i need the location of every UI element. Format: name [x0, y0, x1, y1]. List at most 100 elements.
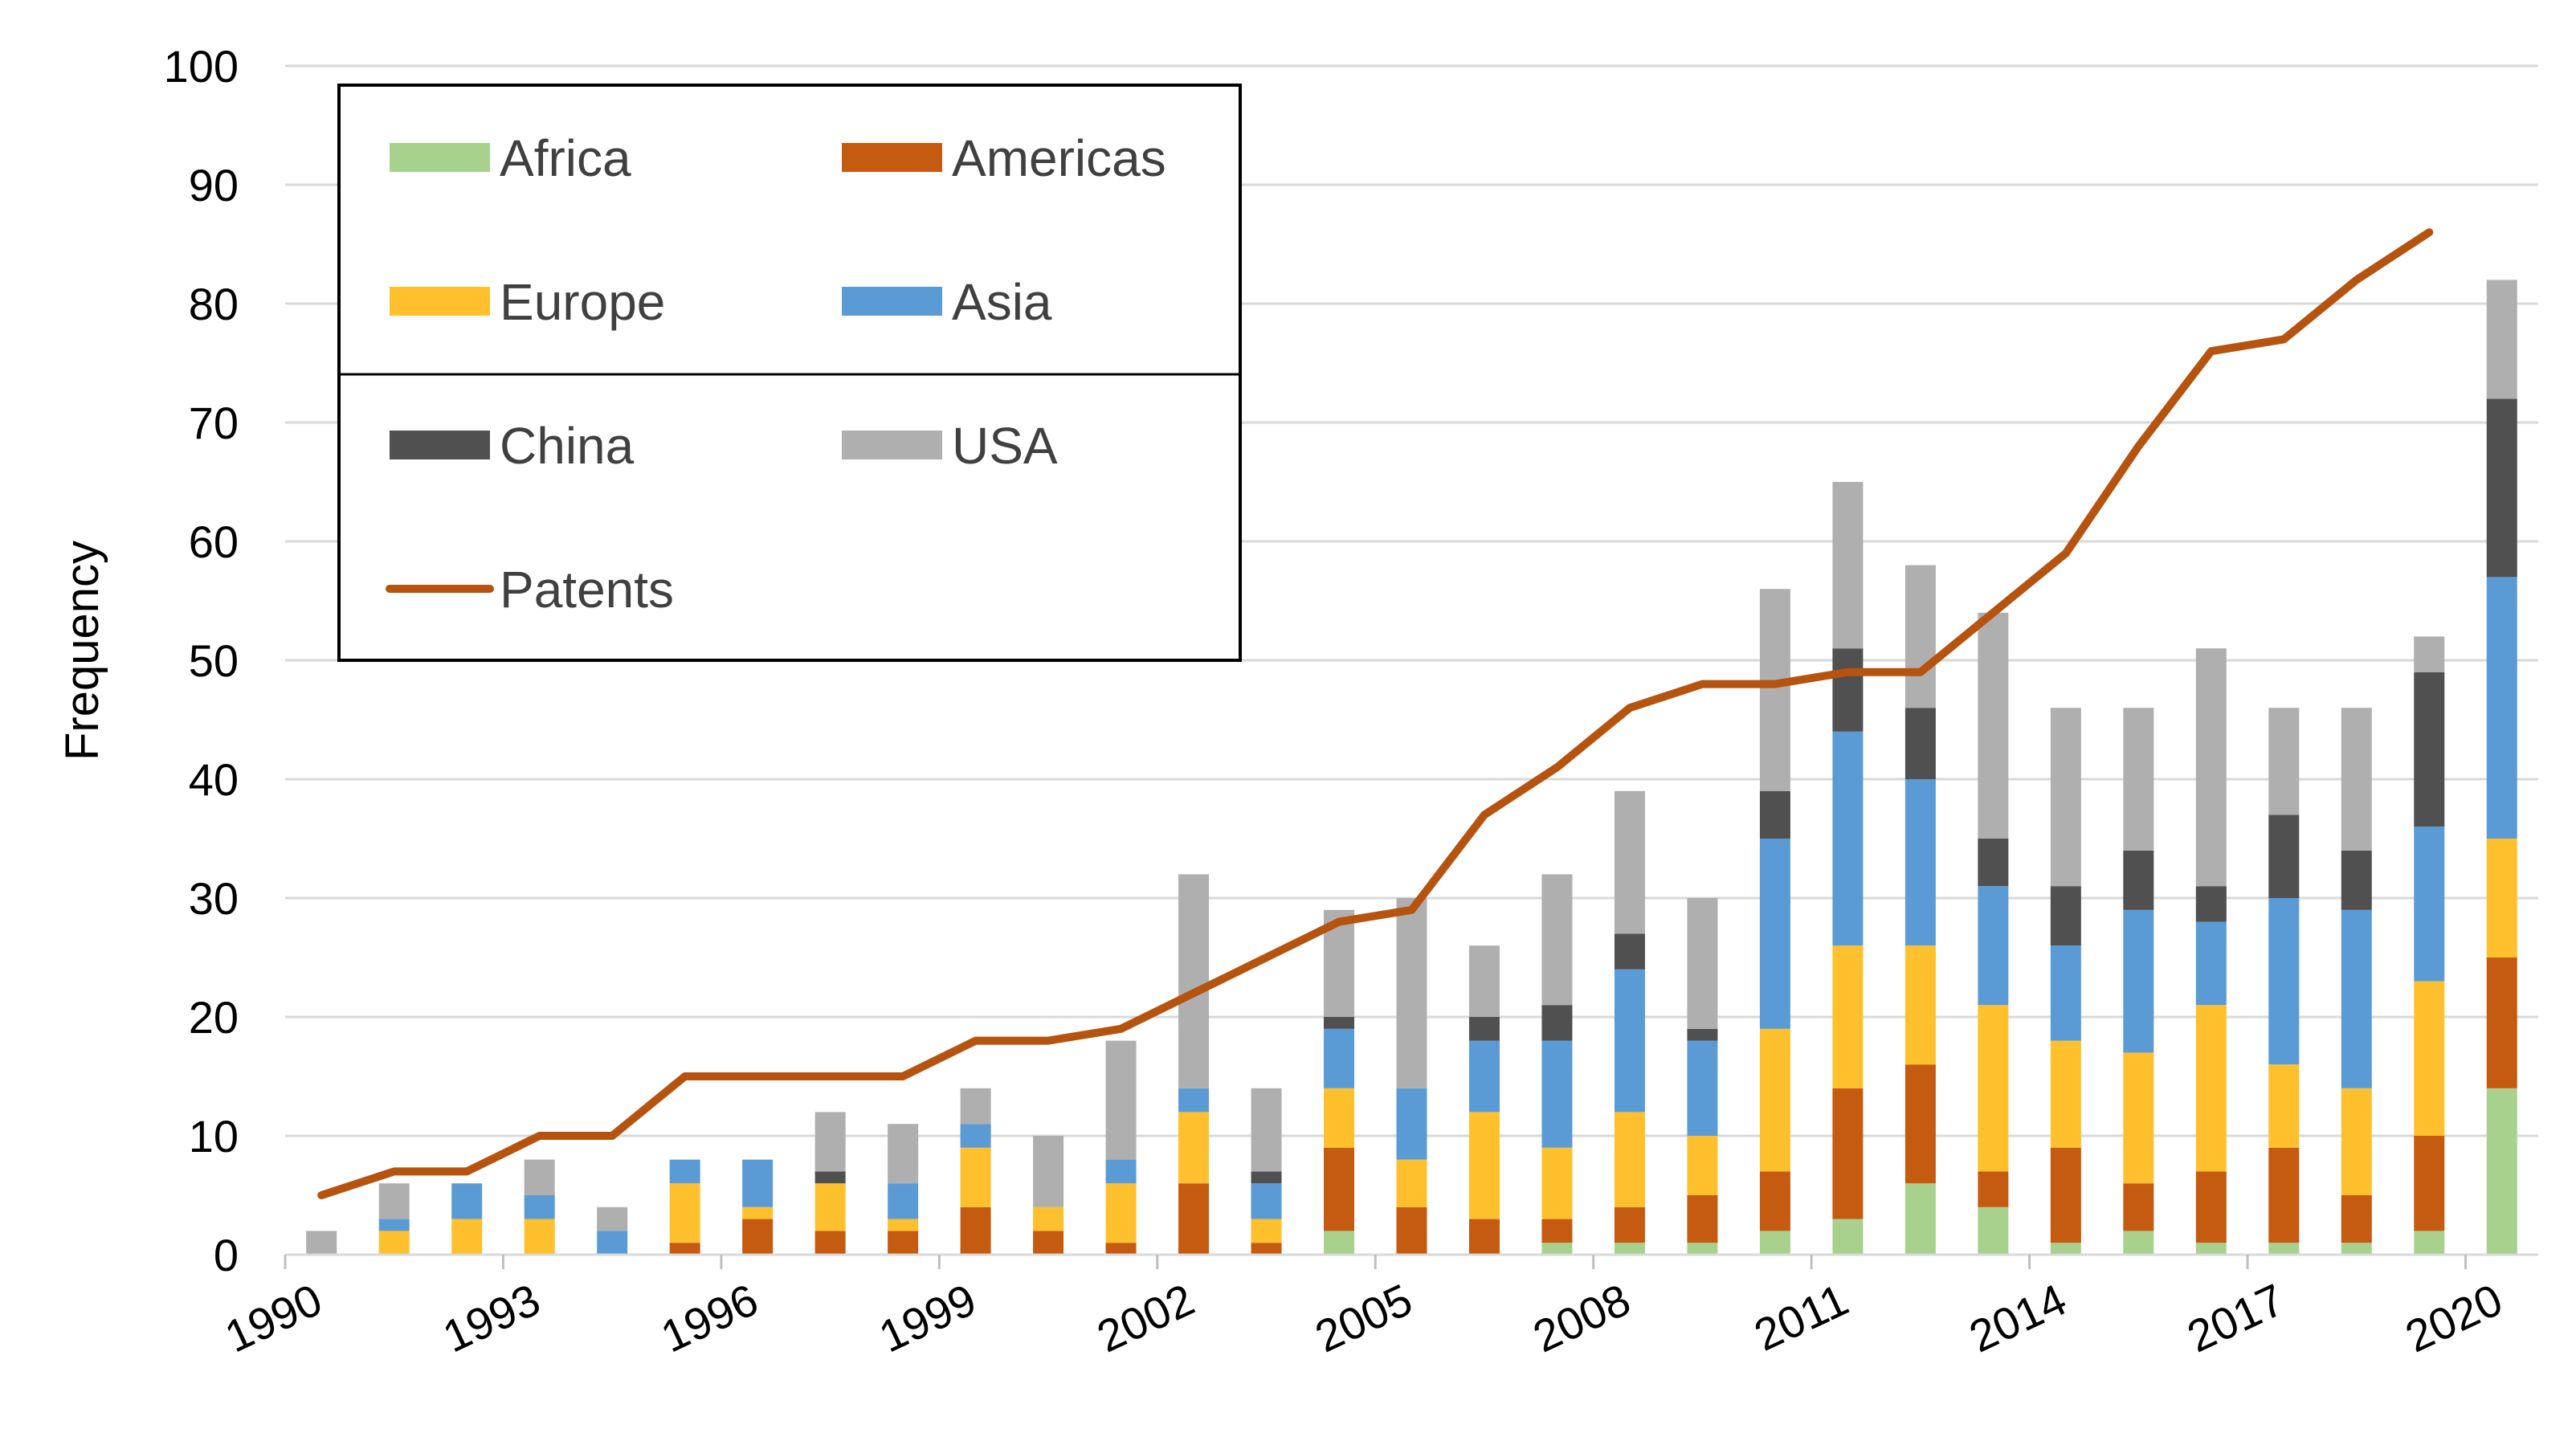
bar-segment-china-2010 — [1759, 790, 1790, 839]
bar-segment-africa-2017 — [2268, 1243, 2300, 1255]
bar-segment-europe-2009 — [1687, 1136, 1718, 1195]
bar-segment-europe-2003 — [1251, 1219, 1282, 1243]
bar-segment-americas-2011 — [1832, 1088, 1864, 1219]
bar-segment-asia-2001 — [1105, 1159, 1137, 1184]
legend-label-americas: Americas — [952, 129, 1166, 187]
bar-segment-china-1997 — [814, 1171, 846, 1184]
bar-segment-usa-2014 — [2050, 708, 2081, 887]
bar-segment-africa-2019 — [2414, 1231, 2445, 1255]
bar-segment-europe-1997 — [814, 1183, 846, 1231]
x-tick-label: 2011 — [1746, 1274, 1855, 1361]
bar-segment-asia-2002 — [1178, 1088, 1210, 1113]
bar-segment-usa-2001 — [1105, 1040, 1137, 1160]
bar-segment-asia-2011 — [1832, 731, 1864, 946]
bar-segment-usa-1999 — [960, 1088, 991, 1125]
legend-swatch-asia — [842, 287, 942, 316]
legend-label-usa: USA — [952, 417, 1058, 475]
bar-segment-asia-2008 — [1614, 969, 1645, 1113]
bar-segment-americas-2009 — [1687, 1195, 1718, 1243]
bar-segment-asia-2007 — [1541, 1040, 1573, 1148]
bar-segment-asia-2006 — [1468, 1040, 1500, 1113]
y-tick-label: 0 — [214, 1230, 239, 1280]
bar-segment-americas-2004 — [1324, 1147, 1355, 1231]
bar-segment-usa-2012 — [1904, 565, 1936, 708]
bar-segment-americas-1999 — [960, 1206, 991, 1255]
bar-segment-europe-2015 — [2123, 1052, 2154, 1184]
bar-segment-china-2007 — [1541, 1005, 1573, 1041]
bar-segment-asia-1999 — [960, 1124, 991, 1148]
bar-segment-usa-2016 — [2195, 648, 2227, 887]
bar-segment-europe-1992 — [451, 1219, 483, 1255]
bar-segment-china-2011 — [1832, 648, 1864, 732]
bar-segment-asia-1995 — [669, 1159, 700, 1184]
y-tick-label: 10 — [189, 1111, 239, 1162]
bar-segment-africa-2020 — [2486, 1088, 2517, 1255]
bar-segment-usa-2000 — [1033, 1136, 1064, 1207]
bar-segment-africa-2018 — [2341, 1243, 2372, 1255]
bar-segment-usa-2009 — [1687, 898, 1718, 1029]
bar-segment-asia-2009 — [1687, 1040, 1718, 1136]
bar-segment-usa-2017 — [2268, 708, 2300, 815]
bar-segment-china-2018 — [2341, 850, 2372, 910]
bar-segment-europe-1998 — [888, 1219, 919, 1231]
x-tick-label: 2008 — [1525, 1274, 1638, 1362]
legend-swatch-americas — [842, 143, 942, 172]
bar-segment-europe-2012 — [1904, 945, 1936, 1065]
y-tick-label: 50 — [189, 635, 239, 686]
bar-segment-china-2013 — [1978, 839, 2009, 887]
bar-segment-usa-2011 — [1832, 482, 1864, 649]
bar-segment-china-2009 — [1687, 1028, 1718, 1041]
bar-segment-europe-2017 — [2268, 1064, 2300, 1148]
bar-segment-europe-2010 — [1759, 1028, 1790, 1172]
bar-segment-americas-2017 — [2268, 1147, 2300, 1243]
bar-segment-americas-2010 — [1759, 1171, 1790, 1231]
bar-segment-europe-2018 — [2341, 1088, 2372, 1195]
bar-segment-china-2004 — [1324, 1017, 1355, 1029]
y-tick-label: 20 — [189, 992, 239, 1043]
bar-segment-china-2012 — [1904, 708, 1936, 779]
bar-segment-americas-2015 — [2123, 1183, 2154, 1231]
bar-segment-americas-2016 — [2195, 1171, 2227, 1243]
bar-segment-asia-2012 — [1904, 779, 1936, 946]
bar-segment-usa-2008 — [1614, 790, 1645, 934]
bar-segment-china-2014 — [2050, 886, 2081, 946]
bar-segment-asia-2013 — [1978, 886, 2009, 1006]
bar-segment-usa-2003 — [1251, 1088, 1282, 1172]
bar-segment-europe-2008 — [1614, 1112, 1645, 1207]
x-tick-label: 2005 — [1308, 1274, 1420, 1362]
bar-segment-usa-1997 — [814, 1112, 846, 1172]
line-layer — [317, 228, 2434, 1199]
bar-segment-africa-2009 — [1687, 1243, 1718, 1255]
bar-segment-asia-2004 — [1324, 1028, 1355, 1088]
x-tick-label: 1990 — [218, 1274, 330, 1362]
bar-segment-usa-2010 — [1759, 589, 1790, 791]
bar-segment-africa-2011 — [1832, 1219, 1864, 1255]
bar-segment-americas-2007 — [1541, 1219, 1573, 1243]
bar-segment-asia-1994 — [597, 1231, 628, 1255]
x-tick-label: 2002 — [1089, 1274, 1202, 1362]
y-tick-label: 80 — [189, 279, 239, 329]
bar-segment-africa-2013 — [1978, 1206, 2009, 1255]
legend-label-europe: Europe — [500, 273, 665, 331]
bar-segment-europe-2006 — [1468, 1112, 1500, 1219]
bar-segment-china-2016 — [2195, 886, 2227, 922]
bar-segment-china-2008 — [1614, 933, 1645, 970]
y-tick-label: 40 — [189, 754, 239, 805]
bar-segment-africa-2008 — [1614, 1243, 1645, 1255]
bar-segment-usa-1990 — [306, 1231, 337, 1255]
bar-segment-asia-1996 — [742, 1159, 774, 1207]
bar-segment-asia-1998 — [888, 1183, 919, 1219]
bar-segment-americas-2001 — [1105, 1243, 1137, 1255]
bar-segment-usa-2005 — [1396, 898, 1427, 1088]
bar-segment-china-2006 — [1468, 1017, 1500, 1041]
bar-segment-americas-1997 — [814, 1231, 846, 1255]
bar-segment-usa-1991 — [378, 1183, 410, 1219]
y-tick-label: 70 — [189, 398, 239, 448]
bar-segment-africa-2004 — [1324, 1231, 1355, 1255]
bar-segment-usa-2015 — [2123, 708, 2154, 851]
bar-layer — [306, 280, 2517, 1255]
bar-segment-china-2017 — [2268, 815, 2300, 898]
bar-segment-americas-2006 — [1468, 1219, 1500, 1255]
